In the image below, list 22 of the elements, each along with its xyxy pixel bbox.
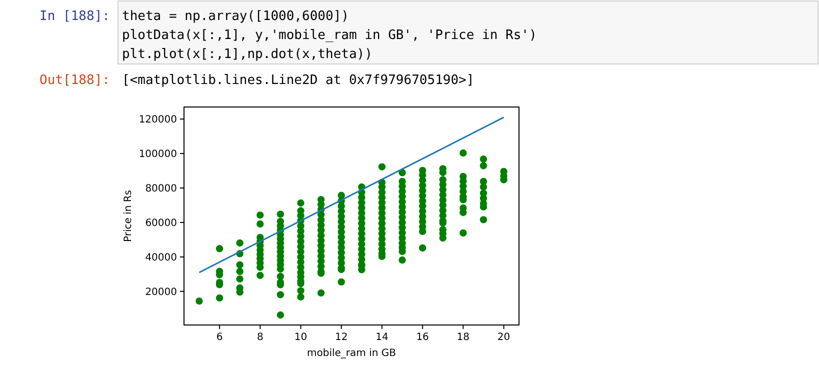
x-tick-label: 18: [456, 332, 470, 343]
y-tick-label: 100000: [138, 149, 177, 160]
x-tick-label: 10: [294, 332, 308, 343]
text: [<matplotlib.lines.Line2D at 0x7f9796705190>]: [122, 73, 474, 88]
y-tick-label: 40000: [145, 252, 177, 264]
text: theta = np.array([1000,6000]): [122, 9, 349, 24]
y-tick-label: 20000: [145, 286, 177, 298]
text: Out[188]:: [40, 73, 110, 88]
text: In [188]:: [40, 9, 110, 24]
x-tick-label: 8: [256, 332, 264, 343]
x-tick-label: 20: [497, 332, 510, 343]
x-tick-label: 14: [376, 332, 388, 343]
x-tick-label: 12: [334, 332, 348, 343]
text: plt.plot(x[:,1],np.dot(x,theta)): [122, 47, 372, 62]
text: plotData(x[:,1], y,'mobile_ram in GB', 'Price in Rs'): [122, 28, 537, 43]
y-tick-label: 80000: [145, 183, 177, 194]
y-axis-title: Price in Rs: [123, 190, 134, 242]
y-tick-label: 60000: [145, 218, 177, 229]
x-tick-label: 6: [216, 332, 223, 343]
y-tick-label: 120000: [138, 114, 177, 126]
x-axis-title: mobile_ram in GB: [307, 348, 396, 359]
x-tick-label: 16: [416, 332, 429, 343]
